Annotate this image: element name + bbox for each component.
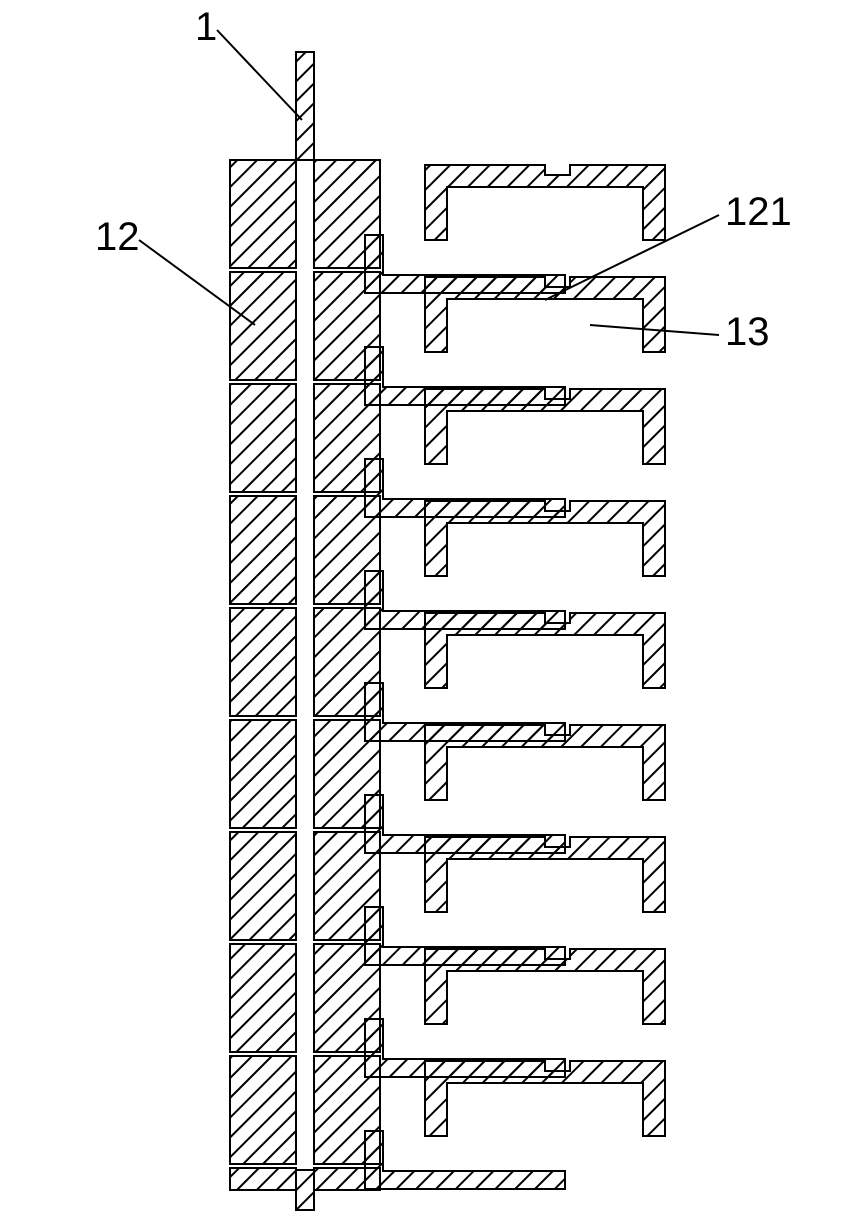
left-block-5 — [230, 720, 296, 828]
bottom-extra-left — [230, 1168, 296, 1190]
bottom-stub — [296, 1170, 314, 1210]
c-shape-6 — [425, 837, 665, 912]
label-text-12: 12 — [95, 215, 140, 259]
left-block-6 — [230, 832, 296, 940]
top-stub — [296, 52, 314, 160]
label-13: 13 — [590, 310, 770, 354]
label-text-1: 1 — [195, 5, 217, 49]
c-shape-5 — [425, 725, 665, 800]
c-shape-2 — [425, 389, 665, 464]
arm-8 — [365, 1131, 565, 1189]
left-block-7 — [230, 944, 296, 1052]
c-shape-0 — [425, 165, 665, 240]
left-block-2 — [230, 384, 296, 492]
left-block-1 — [230, 272, 296, 380]
c-shape-4 — [425, 613, 665, 688]
label-text-121: 121 — [725, 190, 792, 234]
left-block-3 — [230, 496, 296, 604]
c-shape-1 — [425, 277, 665, 352]
label-1: 1 — [195, 5, 302, 120]
bottom-extra-right — [314, 1168, 380, 1190]
label-text-13: 13 — [725, 310, 770, 354]
left-block-8 — [230, 1056, 296, 1164]
c-shape-3 — [425, 501, 665, 576]
left-block-4 — [230, 608, 296, 716]
c-shape-8 — [425, 1061, 665, 1136]
c-shape-7 — [425, 949, 665, 1024]
left-block-0 — [230, 160, 296, 268]
